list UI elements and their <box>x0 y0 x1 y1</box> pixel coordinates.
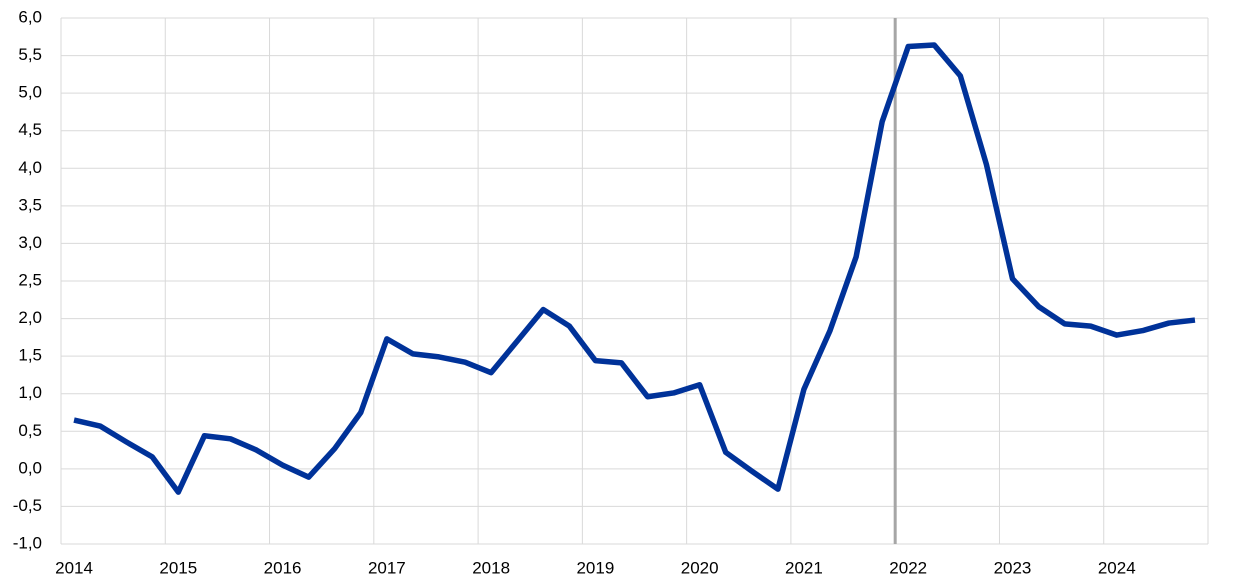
y-tick-label: 2,0 <box>18 308 42 327</box>
x-tick-label: 2024 <box>1098 558 1136 577</box>
y-tick-label: 1,5 <box>18 346 42 365</box>
y-tick-label: 5,0 <box>18 83 42 102</box>
y-tick-label: 6,0 <box>18 7 42 26</box>
x-tick-label: 2022 <box>889 558 927 577</box>
y-tick-label: 4,0 <box>18 158 42 177</box>
y-tick-label: 2,5 <box>18 270 42 289</box>
x-tick-label: 2018 <box>472 558 510 577</box>
x-tick-label: 2016 <box>264 558 302 577</box>
y-tick-label: 3,5 <box>18 195 42 214</box>
x-tick-label: 2014 <box>55 558 93 577</box>
y-tick-label: 1,0 <box>18 383 42 402</box>
x-tick-label: 2020 <box>681 558 719 577</box>
y-tick-label: 4,5 <box>18 120 42 139</box>
x-tick-label: 2019 <box>576 558 614 577</box>
y-tick-label: -1,0 <box>13 533 42 552</box>
x-tick-label: 2015 <box>159 558 197 577</box>
y-tick-label: 0,0 <box>18 458 42 477</box>
x-tick-label: 2021 <box>785 558 823 577</box>
y-tick-label: 3,0 <box>18 233 42 252</box>
y-tick-label: 5,5 <box>18 45 42 64</box>
x-tick-label: 2017 <box>368 558 406 577</box>
data-line <box>73 42 1196 495</box>
y-tick-label: -0,5 <box>13 496 42 515</box>
x-tick-label: 2023 <box>994 558 1032 577</box>
y-tick-label: 0,5 <box>18 421 42 440</box>
